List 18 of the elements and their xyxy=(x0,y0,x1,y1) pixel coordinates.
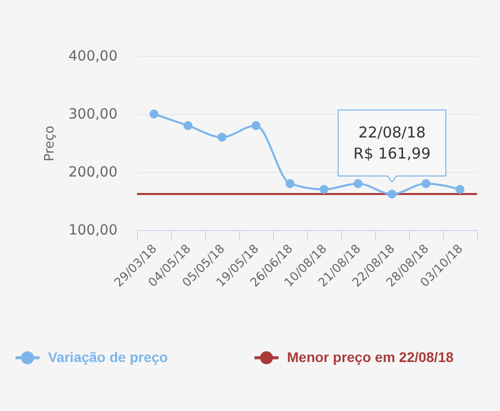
point xyxy=(218,132,226,142)
legend-label: Variação de preço xyxy=(48,348,168,365)
point xyxy=(388,190,396,199)
point xyxy=(354,179,362,188)
annotation: 22/08/18 R$ 161,99 xyxy=(353,124,431,163)
point xyxy=(320,184,328,194)
point xyxy=(456,184,464,194)
y-tick-label: 100,00 xyxy=(68,222,118,238)
y-tick-label: 400,00 xyxy=(68,48,118,64)
point xyxy=(252,121,260,130)
point xyxy=(422,179,430,188)
y-tick-label: 200,00 xyxy=(68,164,118,180)
point xyxy=(184,121,192,130)
y-tick-label: 300,00 xyxy=(68,106,118,122)
legend-label: Menor preço em 22/08/18 xyxy=(287,348,454,365)
y-axis-title: Preço xyxy=(42,126,58,162)
point xyxy=(286,179,294,188)
point xyxy=(150,110,158,118)
